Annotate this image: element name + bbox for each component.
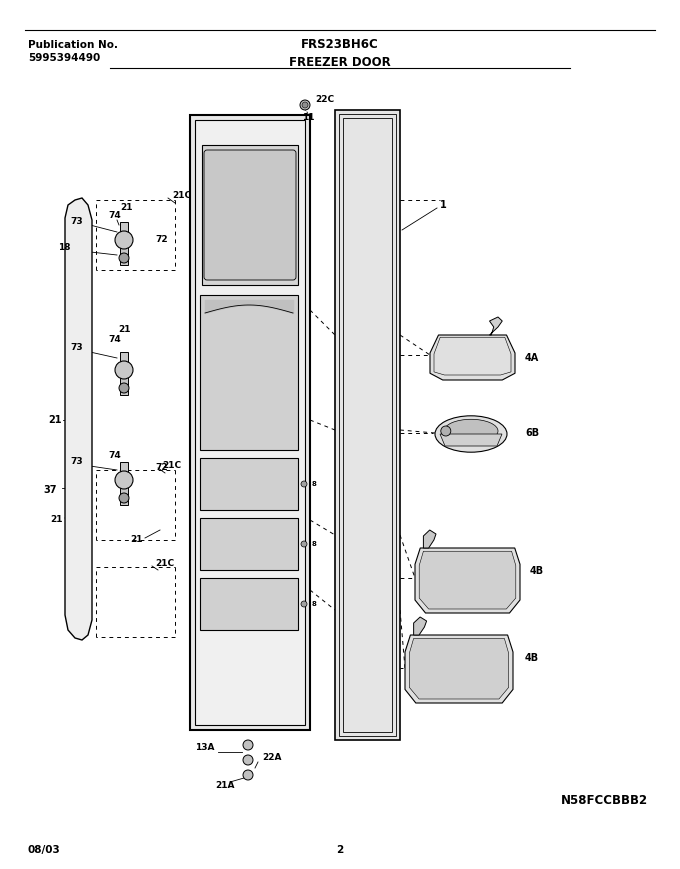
Polygon shape bbox=[200, 458, 298, 510]
Text: 72: 72 bbox=[155, 235, 168, 244]
Text: 21: 21 bbox=[118, 326, 131, 335]
Ellipse shape bbox=[444, 420, 498, 442]
Polygon shape bbox=[430, 335, 515, 380]
Polygon shape bbox=[200, 518, 298, 570]
Circle shape bbox=[243, 770, 253, 780]
Circle shape bbox=[243, 755, 253, 765]
Text: 8: 8 bbox=[312, 541, 317, 547]
Polygon shape bbox=[335, 110, 400, 740]
Text: 21: 21 bbox=[130, 535, 143, 545]
Text: 73: 73 bbox=[70, 343, 83, 353]
Circle shape bbox=[243, 740, 253, 750]
Text: 4B: 4B bbox=[525, 653, 539, 663]
Circle shape bbox=[119, 493, 129, 503]
Text: 8: 8 bbox=[312, 481, 317, 487]
Text: 22A: 22A bbox=[262, 753, 282, 762]
Circle shape bbox=[119, 383, 129, 393]
Polygon shape bbox=[413, 617, 426, 635]
Circle shape bbox=[301, 541, 307, 547]
Text: 13A: 13A bbox=[195, 744, 214, 753]
Text: 73: 73 bbox=[70, 457, 83, 467]
Text: 73: 73 bbox=[70, 217, 83, 227]
Text: FREEZER DOOR: FREEZER DOOR bbox=[289, 56, 391, 69]
Text: 6B: 6B bbox=[525, 428, 539, 438]
Text: 08/03: 08/03 bbox=[28, 845, 61, 855]
Polygon shape bbox=[415, 548, 520, 613]
Text: 21: 21 bbox=[120, 203, 133, 213]
Text: 11: 11 bbox=[302, 112, 314, 122]
Text: 21: 21 bbox=[48, 415, 61, 425]
Text: 21C: 21C bbox=[155, 559, 174, 567]
Circle shape bbox=[441, 426, 451, 436]
Polygon shape bbox=[195, 120, 305, 725]
Text: 74: 74 bbox=[108, 210, 121, 220]
Polygon shape bbox=[120, 222, 128, 265]
Circle shape bbox=[301, 601, 307, 607]
Polygon shape bbox=[200, 578, 298, 630]
Circle shape bbox=[115, 231, 133, 249]
Polygon shape bbox=[419, 551, 516, 609]
Circle shape bbox=[119, 253, 129, 263]
Circle shape bbox=[301, 481, 307, 487]
Text: 21A: 21A bbox=[215, 780, 235, 790]
Text: 21: 21 bbox=[50, 515, 63, 525]
Polygon shape bbox=[202, 145, 298, 285]
Polygon shape bbox=[440, 434, 502, 446]
FancyBboxPatch shape bbox=[204, 150, 296, 280]
Polygon shape bbox=[409, 639, 509, 699]
Polygon shape bbox=[120, 352, 128, 395]
Circle shape bbox=[115, 361, 133, 379]
Text: Publication No.: Publication No. bbox=[28, 40, 118, 50]
Polygon shape bbox=[120, 462, 128, 505]
Text: 2: 2 bbox=[337, 845, 343, 855]
Text: 18: 18 bbox=[58, 243, 71, 253]
Text: 4B: 4B bbox=[530, 566, 544, 576]
Polygon shape bbox=[65, 198, 92, 640]
Text: 37: 37 bbox=[43, 485, 56, 495]
Text: 8: 8 bbox=[312, 601, 317, 607]
Text: 21C: 21C bbox=[172, 190, 191, 200]
Text: FRS23BH6C: FRS23BH6C bbox=[301, 38, 379, 51]
Text: 72: 72 bbox=[155, 463, 168, 473]
Polygon shape bbox=[490, 317, 503, 335]
Text: 74: 74 bbox=[108, 335, 121, 344]
Text: 74: 74 bbox=[108, 450, 121, 460]
Polygon shape bbox=[200, 295, 298, 450]
Polygon shape bbox=[424, 530, 436, 548]
Polygon shape bbox=[405, 635, 513, 703]
Text: N58FCCBBB2: N58FCCBBB2 bbox=[561, 793, 648, 806]
Text: 5995394490: 5995394490 bbox=[28, 53, 100, 63]
Text: 22C: 22C bbox=[315, 96, 334, 104]
Text: 4A: 4A bbox=[525, 353, 539, 363]
Text: 21C: 21C bbox=[162, 461, 181, 470]
Circle shape bbox=[300, 100, 310, 110]
Circle shape bbox=[115, 471, 133, 489]
Circle shape bbox=[302, 102, 308, 108]
Text: 1: 1 bbox=[440, 200, 447, 210]
Polygon shape bbox=[190, 115, 310, 730]
Ellipse shape bbox=[435, 415, 507, 452]
